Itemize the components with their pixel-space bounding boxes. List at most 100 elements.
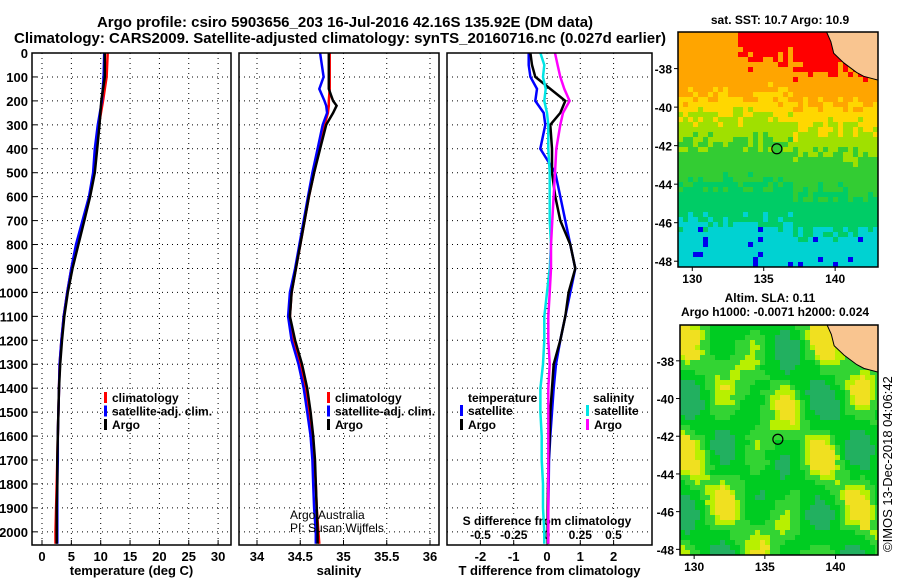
map-cell (813, 152, 818, 157)
map-cell (723, 227, 728, 232)
map-cell (770, 430, 775, 435)
map-cell (843, 87, 848, 92)
map-cell (715, 420, 720, 425)
map-cell (710, 345, 715, 350)
map-cell (870, 435, 875, 440)
map-cell (718, 37, 723, 42)
map-cell (693, 237, 698, 242)
x-tick-label: 1 (577, 549, 584, 564)
map-cell (810, 385, 815, 390)
map-cell (695, 425, 700, 430)
map-cell (793, 182, 798, 187)
map-cell (690, 485, 695, 490)
map-cell (788, 162, 793, 167)
map-cell (750, 540, 755, 545)
map-cell (825, 345, 830, 350)
map-cell (695, 530, 700, 535)
map-cell (808, 137, 813, 142)
map-cell (875, 380, 878, 385)
map-cell (783, 247, 788, 252)
map-cell (828, 52, 833, 57)
map-cell (735, 535, 740, 540)
map-cell (765, 520, 770, 525)
map-cell (703, 212, 708, 217)
map-cell (705, 415, 710, 420)
map-cell (680, 330, 685, 335)
map-cell (760, 340, 765, 345)
map-cell (733, 237, 738, 242)
map-cell (803, 167, 808, 172)
map-cell (745, 500, 750, 505)
map-cell (773, 197, 778, 202)
map-cell (815, 485, 820, 490)
map-cell (760, 455, 765, 460)
map-cell (855, 450, 860, 455)
map-cell (703, 72, 708, 77)
map-cell (758, 82, 763, 87)
map-cell (700, 510, 705, 515)
map-cell (813, 217, 818, 222)
map-cell (795, 540, 800, 545)
map-cell (723, 102, 728, 107)
map-cell (768, 252, 773, 257)
map-cell (718, 207, 723, 212)
map-cell (770, 330, 775, 335)
map-cell (705, 470, 710, 475)
map-cell (748, 227, 753, 232)
map-cell (788, 37, 793, 42)
map-cell (795, 445, 800, 450)
map-cell (700, 410, 705, 415)
map-cell (773, 237, 778, 242)
map-cell (723, 67, 728, 72)
map-cell (813, 232, 818, 237)
lat-tick-label: -48 (655, 255, 673, 269)
map-cell (838, 237, 843, 242)
map-cell (815, 545, 820, 550)
map-cell (750, 500, 755, 505)
map-cell (735, 450, 740, 455)
map-cell (785, 355, 790, 360)
map-cell (825, 380, 830, 385)
map-cell (818, 157, 823, 162)
map-cell (720, 365, 725, 370)
map-cell (838, 187, 843, 192)
map-cell (735, 475, 740, 480)
map-cell (868, 92, 873, 97)
map-cell (720, 425, 725, 430)
map-cell (780, 355, 785, 360)
map-cell (820, 495, 825, 500)
map-cell (743, 212, 748, 217)
map-cell (723, 247, 728, 252)
map-cell (725, 545, 730, 550)
map-cell (800, 460, 805, 465)
map-cell (863, 112, 868, 117)
map-cell (685, 375, 690, 380)
map-cell (740, 465, 745, 470)
map-cell (710, 430, 715, 435)
map-cell (760, 495, 765, 500)
map-cell (773, 87, 778, 92)
map-cell (753, 42, 758, 47)
map-cell (818, 172, 823, 177)
map-cell (720, 340, 725, 345)
map-cell (860, 530, 865, 535)
map-cell (860, 490, 865, 495)
map-cell (785, 475, 790, 480)
map-cell (725, 480, 730, 485)
map-cell (868, 177, 873, 182)
map-cell (730, 330, 735, 335)
map-cell (865, 475, 870, 480)
map-cell (688, 202, 693, 207)
map-cell (790, 475, 795, 480)
map-cell (788, 92, 793, 97)
map-cell (860, 400, 865, 405)
map-cell (733, 122, 738, 127)
map-cell (870, 370, 875, 375)
map-cell (853, 127, 858, 132)
map-cell (733, 142, 738, 147)
map-cell (710, 385, 715, 390)
map-cell (703, 232, 708, 237)
map-cell (738, 32, 743, 37)
map-cell (825, 355, 830, 360)
map-cell (820, 390, 825, 395)
